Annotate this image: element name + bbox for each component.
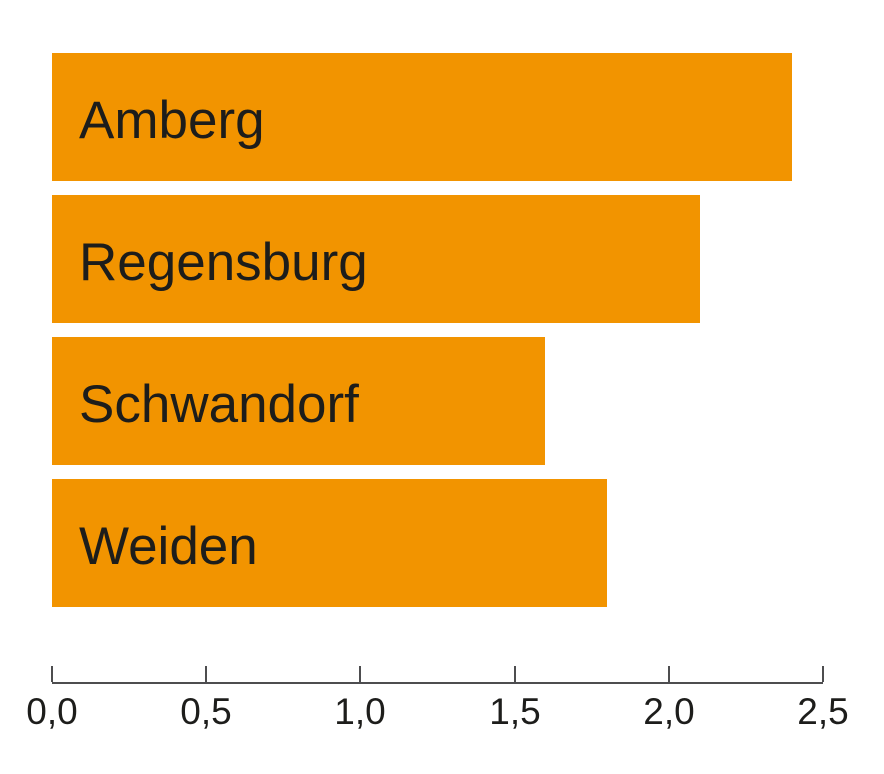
bar-label-regensburg: Regensburg — [79, 232, 368, 292]
bar-weiden: Weiden — [52, 479, 607, 607]
x-axis-tick-1 — [205, 666, 207, 682]
bar-schwandorf: Schwandorf — [52, 337, 545, 465]
x-axis-tick-label-5: 2,5 — [797, 691, 849, 732]
x-axis-tick-5 — [822, 666, 824, 682]
bar-label-schwandorf: Schwandorf — [79, 374, 359, 434]
x-axis-tick-label-1: 0,5 — [180, 691, 232, 732]
x-axis-tick-label-3: 1,5 — [489, 691, 541, 732]
x-axis-tick-label-4: 2,0 — [643, 691, 695, 732]
bar-regensburg: Regensburg — [52, 195, 700, 323]
bar-amberg: Amberg — [52, 53, 792, 181]
x-axis-tick-3 — [514, 666, 516, 682]
x-axis-tick-4 — [668, 666, 670, 682]
bar-label-weiden: Weiden — [79, 516, 258, 576]
bar-label-amberg: Amberg — [79, 90, 265, 150]
x-axis-tick-0 — [51, 666, 53, 682]
x-axis-line — [52, 682, 823, 684]
x-axis-tick-2 — [359, 666, 361, 682]
x-axis-tick-label-0: 0,0 — [26, 691, 78, 732]
x-axis-tick-label-2: 1,0 — [334, 691, 386, 732]
